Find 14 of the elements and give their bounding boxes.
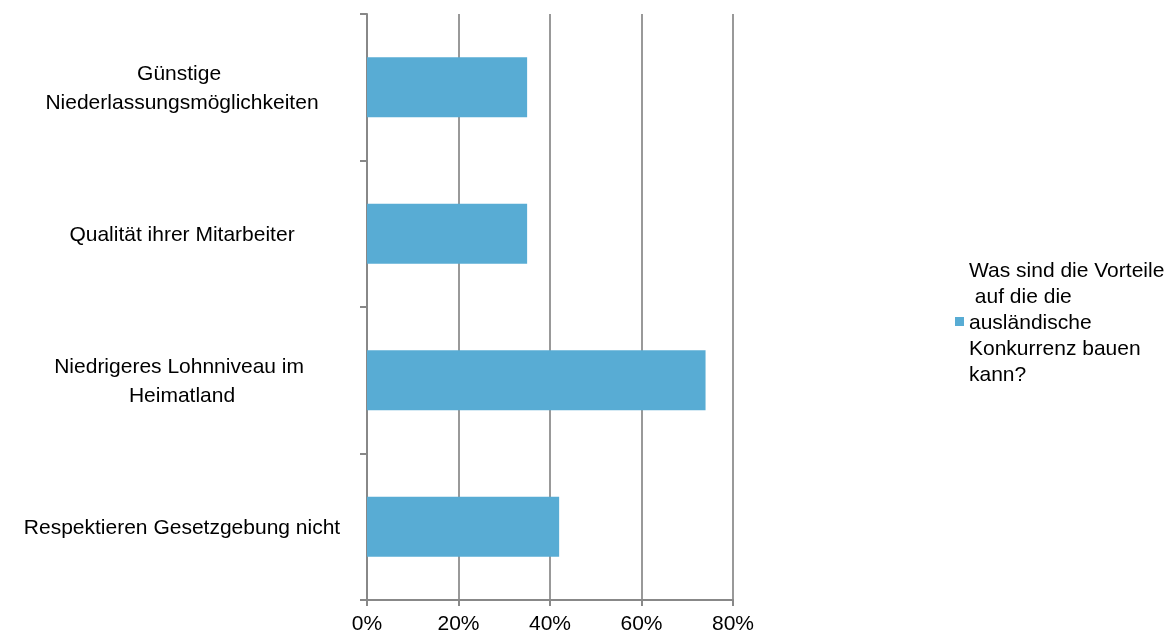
y-tick-label: Niedrigeres Lohnniveau im Heimatland	[54, 354, 310, 407]
x-tick-label: 0%	[351, 611, 383, 634]
legend-label: Was sind die Vorteile auf die die ausländische Konkurrenz bauen kann?	[969, 258, 1165, 385]
x-tick-label: 40%	[528, 611, 572, 634]
x-tick-label: 20%	[437, 611, 480, 634]
x-tick-label: 80%	[711, 611, 755, 634]
y-tick-label: Qualität ihrer Mitarbeiter	[69, 222, 295, 246]
y-tick-label: Respektieren Gesetzgebung nicht	[23, 515, 341, 539]
y-tick-label: Günstige Niederlassungsmöglichkeiten	[45, 61, 319, 114]
x-tick-label: 60%	[620, 611, 663, 634]
bar	[367, 496, 560, 557]
bar	[367, 57, 528, 118]
bar	[367, 350, 706, 411]
bar	[367, 203, 528, 264]
